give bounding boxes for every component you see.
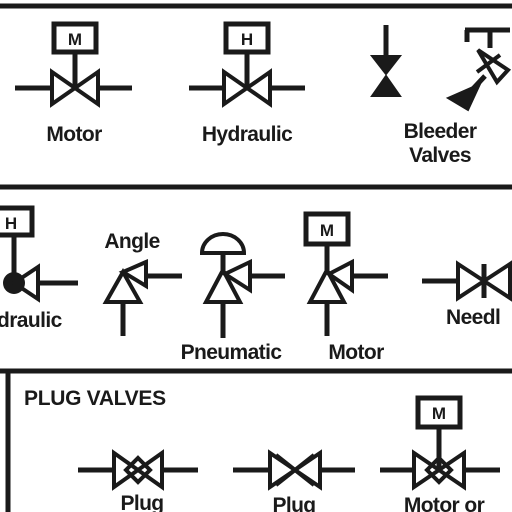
motor-actuator-mark-middle: M bbox=[320, 221, 334, 240]
hydraulic-actuator-mark-middle: H bbox=[5, 214, 17, 233]
motor-valve-symbol bbox=[15, 21, 132, 108]
bleeder-label-line2: Valves bbox=[409, 144, 471, 167]
plug-valve-symbol-2 bbox=[233, 449, 355, 491]
pneumatic-valve-symbol bbox=[199, 232, 285, 338]
needle-label: Needl bbox=[446, 306, 500, 329]
motor-angle-valve-symbol bbox=[303, 211, 388, 336]
plug-label-2: Plug bbox=[272, 494, 315, 512]
angle-valve-symbol bbox=[102, 258, 182, 336]
bleeder-valve-symbol-angled bbox=[445, 27, 512, 112]
plug-label-1: Plug bbox=[120, 492, 163, 512]
hydraulic-actuator-mark: H bbox=[241, 30, 253, 49]
motor-actuator-mark-bottom: M bbox=[432, 404, 446, 423]
hydraulic-globe-valve-symbol bbox=[0, 205, 78, 303]
plug-valves-header: PLUG VALVES bbox=[24, 387, 166, 410]
angle-label: Angle bbox=[104, 230, 159, 253]
motor-or-label: Motor or bbox=[404, 494, 485, 512]
plug-valve-symbol-1 bbox=[78, 449, 198, 491]
bleeder-valve-symbol-straight bbox=[369, 25, 403, 97]
pneumatic-label: Pneumatic bbox=[181, 341, 283, 364]
bleeder-label-line1: Bleeder bbox=[404, 120, 477, 143]
motor-actuator-mark: M bbox=[68, 30, 82, 49]
hydraulic-label: Hydraulic bbox=[202, 123, 293, 146]
section-dividers bbox=[0, 3, 512, 512]
hydraulic-label-middle: draulic bbox=[0, 309, 63, 332]
needle-valve-symbol bbox=[422, 260, 512, 302]
motor-label: Motor bbox=[46, 123, 102, 146]
motor-label-middle: Motor bbox=[328, 341, 384, 364]
hydraulic-valve-symbol bbox=[189, 21, 305, 108]
motor-plug-valve-symbol bbox=[380, 395, 500, 491]
